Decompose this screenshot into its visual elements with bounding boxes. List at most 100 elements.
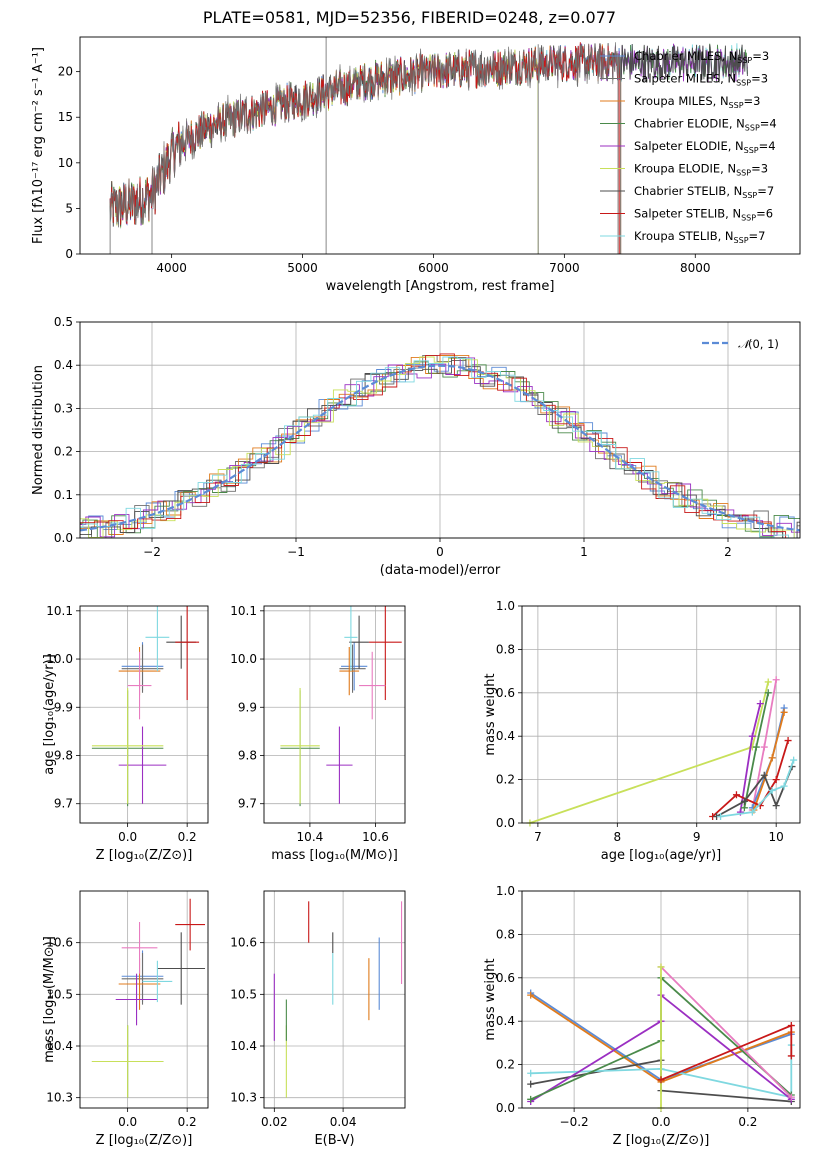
y-axis-label: mass weight: [483, 958, 498, 1040]
y-tick-label: 10.3: [46, 1091, 73, 1105]
panel-weight_vs_Z: −0.2 0.0 0.2 0.0 0.2 0.4 0.6 0.8 1.0 Z [log₁₀(Z/Z…: [483, 884, 801, 1148]
x-tick-label: 8000: [680, 261, 711, 275]
legend-label: Salpeter ELODIE, NSSP=4: [634, 139, 776, 155]
x-axis-label: Z [log₁₀(Z/Z⊙)]: [96, 848, 193, 863]
panel-mass_vs_EBV: 0.02 0.04 10.3 10.4 10.5 10.6 E(B-V): [230, 890, 406, 1148]
x-tick-label: 1: [580, 545, 588, 559]
y-tick-label: 20: [58, 65, 73, 79]
y-tick-label: 0.1: [54, 488, 73, 502]
x-tick-label: 0.02: [261, 1115, 288, 1129]
axes-frame: [79, 605, 209, 824]
y-axis-label: age [log₁₀(age/yr)]: [42, 654, 57, 775]
x-tick-label: 0.2: [178, 830, 197, 844]
weight-line: [530, 1045, 793, 1099]
y-tick-label: 0.8: [496, 927, 515, 941]
axes-frame: [263, 605, 406, 824]
weight-marker: [772, 802, 780, 810]
panel-mass_vs_Z: 0.0 0.2 10.3 10.4 10.5 10.6 Z [log₁₀(Z/Z⊙)] mas…: [42, 890, 209, 1148]
legend-label: Kroupa MILES, NSSP=3: [634, 94, 760, 110]
x-axis-label: Z [log₁₀(Z/Z⊙)]: [96, 1133, 193, 1148]
histogram-step: [80, 356, 800, 538]
y-tick-label: 0: [65, 247, 73, 261]
weight-marker: [760, 743, 768, 751]
weight-line: [529, 681, 770, 823]
y-tick-label: 10.0: [46, 652, 73, 666]
weight-marker: [780, 708, 788, 716]
y-tick-label: 10.5: [230, 987, 257, 1001]
y-tick-label: 5: [65, 201, 73, 215]
y-tick-label: 9.9: [238, 700, 257, 714]
y-tick-label: 1.0: [496, 884, 515, 898]
y-tick-label: 9.7: [54, 797, 73, 811]
spectrum-line: [109, 49, 539, 254]
weight-marker: [768, 786, 776, 794]
legend-label-args: (0, 1): [748, 337, 779, 351]
weight-marker: [764, 689, 772, 697]
y-tick-label: 10.1: [230, 604, 257, 618]
weight-marker: [740, 804, 748, 812]
y-tick-label: 0.3: [54, 401, 73, 415]
y-tick-label: 0.6: [496, 686, 515, 700]
legend-label: Chabrier ELODIE, NSSP=4: [634, 117, 777, 133]
legend-label: Chabrier STELIB, NSSP=7: [634, 184, 774, 200]
histogram-step: [80, 356, 800, 538]
legend-label: Kroupa STELIB, NSSP=7: [634, 229, 765, 245]
y-tick-label: 0.0: [496, 816, 515, 830]
x-tick-label: 4000: [156, 261, 187, 275]
x-axis-label: Z [log₁₀(Z/Z⊙)]: [613, 1133, 710, 1148]
y-tick-label: 0.2: [54, 445, 73, 459]
weight-marker: [780, 782, 788, 790]
y-tick-label: 10.5: [46, 987, 73, 1001]
weight-marker: [768, 754, 776, 762]
y-tick-label: 10.6: [230, 936, 257, 950]
legend-label: Salpeter MILES, NSSP=3: [634, 72, 768, 88]
axes-frame: [79, 321, 801, 539]
weight-marker: [764, 678, 772, 686]
weight-marker: [748, 732, 756, 740]
x-tick-label: 8: [613, 830, 621, 844]
x-tick-label: −1: [287, 545, 305, 559]
y-axis-label: Normed distribution: [31, 365, 46, 495]
x-tick-label: 10: [769, 830, 784, 844]
y-tick-label: 0.0: [496, 1101, 515, 1115]
y-tick-label: 10.4: [230, 1039, 257, 1053]
weight-marker: [657, 1076, 665, 1084]
legend-label: Salpeter STELIB, NSSP=6: [634, 207, 773, 223]
weight-marker: [760, 771, 768, 779]
y-axis-label: mass [log₁₀(M/M⊙)]: [42, 936, 57, 1063]
x-tick-label: 9: [693, 830, 701, 844]
panel-age_vs_mass: 10.4 10.6 9.7 9.8 9.9 10.0 10.1 mass [log₁₀(M/M…: [230, 604, 406, 863]
weight-marker: [748, 808, 756, 816]
panel-age_vs_Z: 0.0 0.2 9.7 9.8 9.9 10.0 10.1 Z [log₁₀(Z/Z⊙)] ag…: [42, 604, 209, 863]
weight-marker: [784, 737, 792, 745]
gaussian-curve: [80, 364, 800, 532]
weight-marker: [790, 756, 798, 764]
weight-marker: [732, 791, 740, 799]
weight-marker: [717, 812, 725, 820]
x-tick-label: 0.0: [118, 1115, 137, 1129]
x-tick-label: 5000: [287, 261, 318, 275]
x-tick-label: 7: [534, 830, 542, 844]
y-tick-label: 9.7: [238, 797, 257, 811]
y-tick-label: 0.4: [496, 1014, 515, 1028]
y-tick-label: 10.0: [230, 652, 257, 666]
y-tick-label: 15: [58, 110, 73, 124]
y-tick-label: 0.2: [496, 1058, 515, 1072]
y-tick-label: 10.6: [46, 936, 73, 950]
panel-weight_vs_age: 7 8 9 10 0.0 0.2 0.4 0.6 0.8 1.0 age [log₁₀(age/yr…: [483, 599, 801, 863]
x-tick-label: 0.2: [738, 1115, 757, 1129]
x-tick-label: 10.4: [297, 830, 324, 844]
weight-marker: [752, 743, 760, 751]
x-tick-label: −0.2: [560, 1115, 589, 1129]
y-tick-label: 10.4: [46, 1039, 73, 1053]
axes-frame: [79, 36, 801, 255]
weight-marker: [772, 776, 780, 784]
y-tick-label: 0.8: [496, 642, 515, 656]
weight-marker: [772, 676, 780, 684]
x-axis-label: age [log₁₀(age/yr)]: [601, 848, 722, 863]
y-tick-label: 10: [58, 156, 73, 170]
y-tick-label: 1.0: [496, 599, 515, 613]
x-axis-label: wavelength [Angstrom, rest frame]: [326, 279, 555, 294]
y-tick-label: 9.8: [238, 748, 257, 762]
